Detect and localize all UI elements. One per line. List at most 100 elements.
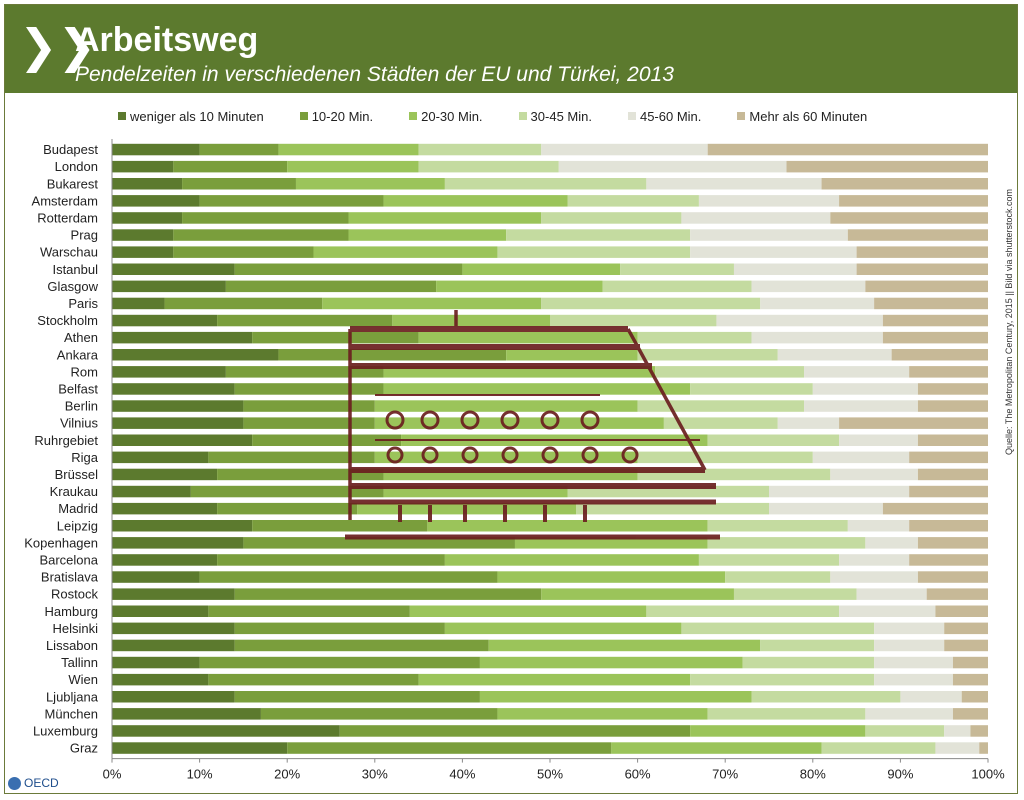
category-label: Helsinki <box>52 621 98 636</box>
x-tick-label: 70% <box>712 767 738 782</box>
bar-segment <box>917 468 988 481</box>
tram-part <box>626 328 707 471</box>
bar-segment <box>935 742 980 754</box>
bar-segment <box>882 502 988 515</box>
legend-swatch <box>518 112 527 120</box>
bar-segment <box>208 673 419 686</box>
bar-segment <box>409 605 647 617</box>
bar-segment <box>707 537 866 549</box>
header-banner: ❯❯ Arbeitsweg Pendelzeiten in verschiede… <box>5 5 1017 93</box>
bar-segment <box>287 160 419 173</box>
x-tick-label: 90% <box>887 767 913 782</box>
bar-segment <box>944 622 988 635</box>
bar-segment <box>112 160 174 173</box>
bar-segment <box>383 485 568 498</box>
legend-swatch <box>627 112 636 120</box>
bar-segment <box>112 639 235 652</box>
category-label: Hamburg <box>45 604 98 619</box>
bar-segment <box>839 195 988 207</box>
bar-segment <box>514 537 708 549</box>
legend-item: weniger als 10 Minuten <box>118 106 264 126</box>
bar-segment <box>865 280 988 293</box>
tram-part <box>386 446 404 464</box>
bar-segment <box>383 383 691 395</box>
bar-segment <box>348 212 542 224</box>
bar-segment <box>970 725 988 737</box>
legend-label: weniger als 10 Minuten <box>130 108 264 124</box>
bar-segment <box>821 742 936 754</box>
bar-segment <box>112 468 218 481</box>
legend-swatch <box>737 112 746 120</box>
x-tick-label: 100% <box>971 767 1005 782</box>
legend-label: 45-60 Min. <box>639 108 702 124</box>
bar-segment <box>112 485 191 498</box>
tram-part <box>581 446 599 464</box>
bar-segment <box>497 708 708 720</box>
bar-segment <box>952 656 988 669</box>
legend-swatch <box>118 112 126 120</box>
bar-segment <box>602 280 752 293</box>
bar-segment <box>637 349 778 361</box>
category-label: Berlin <box>65 399 98 414</box>
bar-segment <box>112 434 253 446</box>
bar-segment <box>856 588 927 600</box>
bar-segment <box>900 691 962 703</box>
bar-segment <box>497 571 726 583</box>
bar-segment <box>173 229 349 241</box>
bar-segment <box>112 656 200 669</box>
oecd-logo: OECD <box>8 776 59 790</box>
bar-segment <box>707 434 840 446</box>
bar-segment <box>339 725 691 737</box>
bar-segment <box>190 485 384 498</box>
bar-segment <box>225 280 437 293</box>
bar-segment <box>917 537 988 549</box>
bar-segment <box>891 349 988 361</box>
bar-segment <box>243 537 515 549</box>
bar-segment <box>112 708 261 720</box>
bar-segment <box>112 178 183 190</box>
bar-segment <box>909 451 988 464</box>
category-label: Luxemburg <box>33 723 98 738</box>
category-label: Istanbul <box>52 262 98 277</box>
bar-segment <box>935 605 988 617</box>
legend: weniger als 10 Minuten 10-20 Min. 20-30 Mi… <box>118 106 903 126</box>
bar-segment <box>112 742 288 754</box>
bar-segment <box>909 554 988 566</box>
bar-segment <box>234 639 489 652</box>
bar-segment <box>444 554 699 566</box>
bar-segment <box>278 143 419 156</box>
bar-segment <box>541 212 682 224</box>
bar-segment <box>112 366 226 378</box>
tram-part <box>621 446 639 464</box>
bar-segment <box>681 622 875 635</box>
bar-segment <box>383 366 656 378</box>
bar-segment <box>506 349 638 361</box>
category-label: Amsterdam <box>32 193 98 208</box>
bar-segment <box>786 160 988 173</box>
bar-segment <box>234 622 445 635</box>
bar-segment <box>217 502 358 515</box>
bar-segment <box>112 588 235 600</box>
x-tick-label: 20% <box>274 767 300 782</box>
bar-segment <box>865 725 945 737</box>
bar-segment <box>637 400 805 412</box>
legend-item: 30-45 Min. <box>518 106 592 126</box>
bar-segment <box>199 143 279 156</box>
bar-segment <box>637 451 813 464</box>
bar-segment <box>611 742 822 754</box>
bar-segment <box>374 400 638 412</box>
tram-part <box>461 446 479 464</box>
tram-illustration <box>345 310 720 540</box>
category-label: Budapest <box>43 142 98 157</box>
bar-segment <box>488 639 761 652</box>
bar-segment <box>112 246 174 258</box>
bar-segment <box>217 314 393 327</box>
tram-part <box>501 446 519 464</box>
bar-segment <box>944 639 988 652</box>
bar-segment <box>112 605 209 617</box>
bar-segment <box>436 280 603 293</box>
bar-segment <box>112 331 253 344</box>
bar-segment <box>874 297 988 310</box>
bar-segment <box>252 331 419 344</box>
bar-segment <box>952 673 988 686</box>
